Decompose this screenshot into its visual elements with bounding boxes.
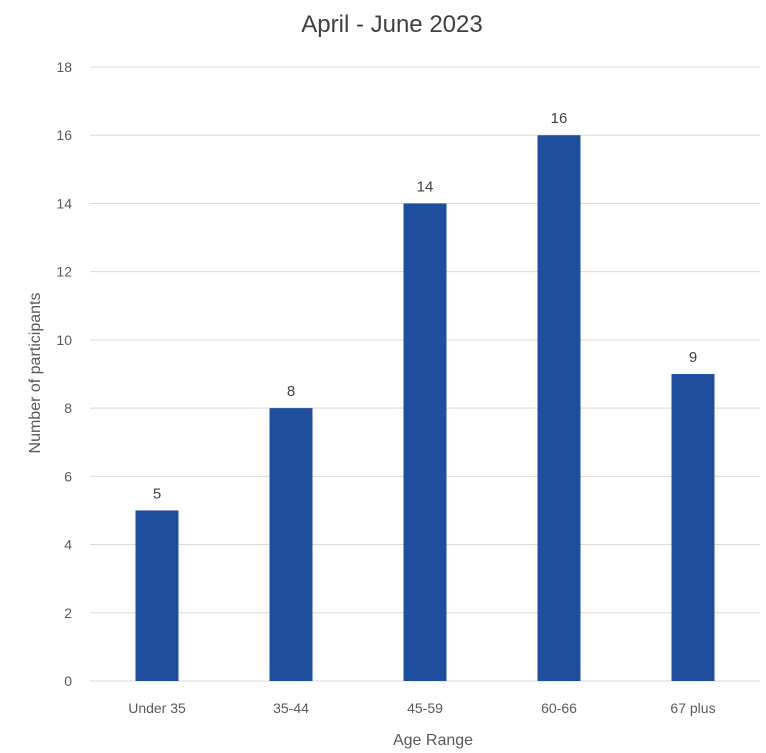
x-tick-label: Under 35 bbox=[128, 700, 186, 716]
data-label: 16 bbox=[551, 110, 568, 127]
y-tick-label: 8 bbox=[64, 400, 72, 416]
y-tick-label: 14 bbox=[56, 195, 72, 211]
y-tick-label: 0 bbox=[64, 673, 72, 689]
x-axis-ticks: Under 35 35-44 45-59 60-66 67 plus bbox=[128, 700, 715, 716]
bar-under-35 bbox=[135, 510, 179, 681]
x-tick-label: 45-59 bbox=[407, 700, 443, 716]
data-label: 14 bbox=[417, 178, 434, 195]
y-tick-label: 4 bbox=[64, 537, 72, 553]
bar-60-66 bbox=[537, 135, 581, 681]
y-tick-label: 16 bbox=[56, 127, 72, 143]
y-axis-label: Number of participants bbox=[27, 293, 44, 454]
bar-67-plus bbox=[671, 374, 715, 681]
bar-45-59 bbox=[403, 203, 447, 681]
data-labels: 5 8 14 16 9 bbox=[153, 110, 697, 502]
bars bbox=[135, 135, 715, 681]
bar-35-44 bbox=[269, 408, 313, 681]
y-tick-label: 18 bbox=[56, 59, 72, 75]
data-label: 9 bbox=[689, 349, 697, 366]
data-label: 8 bbox=[287, 383, 295, 400]
y-tick-label: 12 bbox=[56, 264, 72, 280]
y-tick-label: 6 bbox=[64, 468, 72, 484]
y-tick-label: 2 bbox=[64, 605, 72, 621]
y-tick-label: 10 bbox=[56, 332, 72, 348]
data-label: 5 bbox=[153, 485, 161, 502]
x-tick-label: 67 plus bbox=[670, 700, 715, 716]
y-axis-ticks: 0 2 4 6 8 10 12 14 16 18 bbox=[56, 59, 72, 689]
x-axis-label: Age Range bbox=[393, 732, 473, 749]
chart-title: April - June 2023 bbox=[301, 11, 482, 38]
x-tick-label: 35-44 bbox=[273, 700, 309, 716]
x-tick-label: 60-66 bbox=[541, 700, 577, 716]
